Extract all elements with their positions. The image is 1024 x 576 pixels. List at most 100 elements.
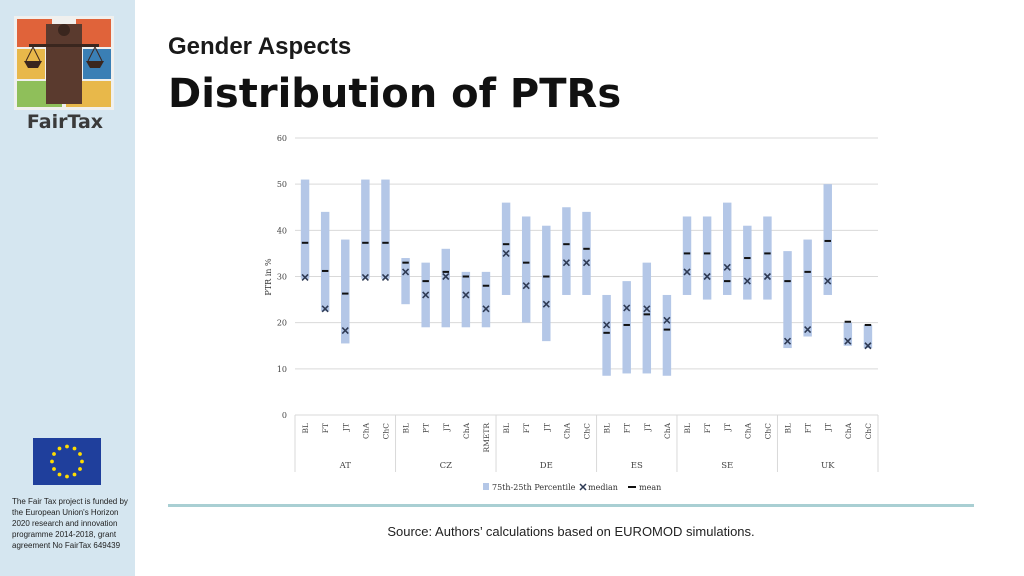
x-tick-label: FT bbox=[623, 423, 632, 433]
eu-star bbox=[72, 446, 77, 451]
x-tick-label: BL bbox=[402, 423, 411, 434]
percentile-bar bbox=[682, 216, 692, 295]
percentile-bar bbox=[763, 216, 772, 300]
eu-star bbox=[65, 444, 69, 449]
median-marker bbox=[864, 342, 872, 350]
x-tick-label: ChA bbox=[663, 422, 672, 439]
median-marker bbox=[562, 259, 570, 267]
median-marker bbox=[402, 268, 410, 276]
x-tick-label: RMETR bbox=[482, 423, 491, 453]
fairtax-logo-icon bbox=[14, 16, 114, 110]
percentile-bar bbox=[300, 179, 310, 279]
percentile-bar bbox=[461, 271, 471, 328]
median-marker bbox=[643, 305, 651, 313]
legend: 75th-25th Percentile median mean bbox=[483, 483, 661, 492]
percentile-bar bbox=[501, 202, 511, 295]
percentile-bar bbox=[361, 179, 370, 279]
median-marker bbox=[743, 277, 751, 285]
y-tick-label: 40 bbox=[277, 226, 287, 235]
percentile-bar bbox=[562, 207, 571, 295]
x-tick-label: ChA bbox=[361, 422, 370, 439]
median-marker bbox=[502, 249, 510, 257]
y-tick-label: 30 bbox=[277, 273, 287, 282]
x-tick-label: ChA bbox=[743, 422, 752, 439]
legend-label: mean bbox=[639, 483, 661, 492]
percentile-bars bbox=[300, 179, 873, 376]
x-tick-label: JT bbox=[643, 423, 652, 432]
median-marker bbox=[603, 321, 611, 329]
median-marker bbox=[703, 272, 711, 281]
x-tick-label: FT bbox=[321, 423, 330, 433]
x-tick-label: FT bbox=[703, 423, 712, 433]
median-marker bbox=[683, 268, 691, 276]
median-marker bbox=[582, 259, 591, 267]
y-axis-label: PTR in % bbox=[264, 258, 273, 296]
x-tick-label: ChC bbox=[763, 423, 772, 440]
axes: 0 10 20 30 40 50 60 BL FT JT ChA ChC AT BL PT JT ChA RMET… bbox=[277, 134, 879, 472]
eu-star bbox=[80, 459, 84, 464]
median-marker bbox=[783, 337, 792, 345]
eu-star bbox=[78, 467, 82, 471]
group-label: CZ bbox=[440, 461, 453, 471]
x-tick-label: JT bbox=[723, 423, 732, 432]
percentile-bar bbox=[662, 294, 672, 376]
group-label: UK bbox=[821, 461, 835, 471]
sidebar: FairTax The Fair Tax project is funded b… bbox=[0, 0, 135, 576]
x-tick-label: ChA bbox=[462, 422, 471, 439]
x-tick-label: ChC bbox=[864, 423, 873, 440]
x-tick-label: ChC bbox=[381, 423, 390, 440]
y-tick-label: 50 bbox=[277, 180, 287, 189]
eu-star bbox=[72, 472, 77, 477]
median-marker bbox=[542, 300, 550, 308]
x-tick-label: BL bbox=[784, 423, 793, 434]
y-tick-label: 20 bbox=[277, 319, 287, 328]
median-marker bbox=[442, 272, 450, 281]
percentile-bar bbox=[401, 258, 410, 305]
percentile-bar bbox=[602, 294, 611, 376]
percentile-bar bbox=[642, 262, 652, 374]
median-marker bbox=[361, 273, 369, 281]
percentile-bar bbox=[803, 239, 812, 337]
percentile-bar bbox=[521, 216, 531, 323]
percentile-bar bbox=[723, 202, 732, 295]
percentile-bar bbox=[783, 251, 792, 349]
percentile-bar bbox=[542, 225, 551, 342]
source-note: Source: Authors’ calculations based on E… bbox=[387, 524, 755, 539]
legend-label: median bbox=[588, 483, 618, 492]
median-marker bbox=[663, 316, 671, 324]
x-tick-label: BL bbox=[683, 423, 692, 434]
y-tick-label: 60 bbox=[277, 134, 287, 143]
median-marker bbox=[462, 291, 470, 299]
x-tick-label: ChA bbox=[844, 422, 853, 439]
group-label: DE bbox=[540, 461, 553, 471]
x-tick-label: BL bbox=[502, 423, 511, 434]
percentile-bar bbox=[441, 248, 450, 328]
eu-flag-icon bbox=[33, 438, 101, 485]
group-label: AT bbox=[339, 461, 352, 471]
x-tick-label: ChC bbox=[583, 423, 592, 440]
median-marker bbox=[422, 291, 430, 299]
percentile-bar bbox=[481, 271, 491, 328]
median-marker bbox=[763, 272, 771, 281]
percentile-bar bbox=[743, 225, 752, 300]
percentile-bar bbox=[622, 281, 631, 374]
median-marker bbox=[381, 273, 390, 281]
x-tick-label: FT bbox=[522, 423, 531, 433]
median-marker bbox=[301, 273, 309, 281]
slide-title: Distribution of PTRs bbox=[168, 71, 622, 117]
x-tick-label: BL bbox=[603, 423, 612, 434]
percentile-bar bbox=[863, 324, 873, 349]
eu-star bbox=[52, 452, 56, 456]
percentile-bar bbox=[320, 211, 330, 312]
eu-star bbox=[52, 467, 56, 471]
eu-star bbox=[65, 474, 69, 479]
median-marker bbox=[341, 326, 349, 335]
x-tick-label: FT bbox=[804, 423, 813, 433]
percentile-bar bbox=[582, 211, 591, 295]
median-marker bbox=[844, 337, 852, 345]
x-tick-label: JT bbox=[542, 423, 551, 432]
legend-label: 75th-25th Percentile bbox=[492, 483, 576, 492]
x-tick-label: JT bbox=[824, 423, 833, 432]
y-tick-label: 0 bbox=[282, 411, 287, 420]
